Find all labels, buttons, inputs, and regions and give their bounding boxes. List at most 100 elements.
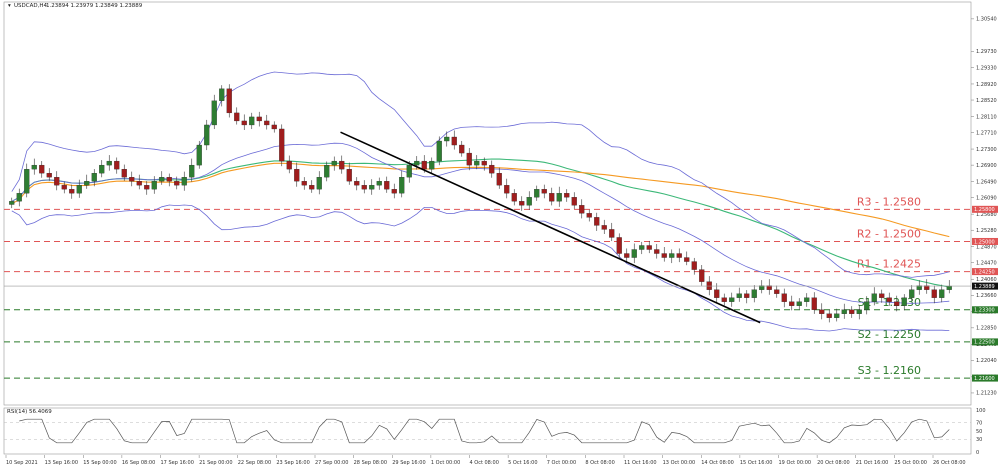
candle-body	[369, 185, 375, 190]
level-label: R2 - 1.2500	[857, 227, 921, 240]
y-tick-label: 1.24870	[976, 244, 997, 250]
level-tag-label: 1.25800	[974, 207, 995, 213]
x-tick-label: 25 Oct 00:00	[894, 460, 927, 466]
x-tick-label: 20 Oct 08:00	[817, 460, 850, 466]
x-tick-label: 13 Oct 00:00	[663, 460, 696, 466]
candle-body	[301, 181, 307, 186]
y-tick-label: 1.28920	[976, 82, 997, 88]
candle-body	[834, 313, 840, 318]
candle-body	[459, 144, 465, 154]
candle-body	[684, 257, 690, 262]
y-tick-label: 1.28520	[976, 98, 997, 104]
level-tag-label: 1.21600	[974, 376, 995, 382]
candle-body	[196, 144, 202, 166]
candle-body	[384, 181, 390, 190]
candle-body	[714, 289, 720, 298]
candle-body	[511, 193, 517, 202]
candle-body	[886, 297, 892, 302]
candle-body	[204, 124, 210, 146]
candle-body	[181, 177, 187, 186]
candle-body	[631, 249, 637, 258]
candle-body	[481, 160, 487, 166]
candle-body	[189, 164, 195, 178]
candle-body	[594, 217, 600, 226]
candle-body	[61, 185, 67, 190]
rsi-label: RSI(14) 56.4069	[7, 409, 52, 415]
candle-body	[939, 289, 945, 298]
x-axis-ticks: 10 Sep 2021 13 Sep 16:00 15 Sep 00:00 16 Se…	[5, 455, 966, 466]
candle-body	[691, 261, 697, 270]
candle-body	[579, 205, 585, 214]
candle-body	[309, 185, 315, 190]
candle-body	[339, 160, 345, 170]
dropdown-arrow-icon[interactable]: ▾	[8, 3, 11, 9]
candle-body	[24, 168, 30, 194]
candle-body	[729, 297, 735, 302]
candle-body	[376, 181, 382, 186]
rsi-tick-label: 100	[976, 408, 986, 414]
x-tick-label: 28 Sep 08:00	[354, 460, 387, 466]
rsi-plot-frame	[3, 407, 972, 455]
rsi-tick-label: 30	[976, 437, 982, 443]
candle-body	[99, 164, 105, 174]
candle-body	[871, 293, 877, 302]
x-tick-label: 21 Oct 16:00	[856, 460, 889, 466]
candle-body	[429, 160, 435, 170]
candle-body	[864, 301, 870, 310]
candle-body	[489, 164, 495, 174]
candle-body	[616, 237, 622, 254]
level-tag-label: 1.23300	[974, 308, 995, 314]
level-label: R3 - 1.2580	[857, 195, 921, 208]
x-tick-label: 19 Oct 00:00	[779, 460, 812, 466]
candle-body	[586, 213, 592, 218]
candle-body	[751, 289, 757, 298]
level-tag	[972, 205, 998, 213]
candle-body	[624, 253, 630, 258]
candle-body	[564, 193, 570, 198]
candle-body	[91, 173, 97, 182]
y-tick-label: 1.30540	[976, 17, 997, 23]
symbol-label: USDCAD,H4	[14, 3, 47, 9]
moving-average-slow	[11, 162, 950, 238]
candle-body	[654, 249, 660, 254]
candle-body	[166, 177, 172, 182]
candle-body	[849, 309, 855, 314]
candle-body	[129, 177, 135, 182]
candle-body	[324, 164, 330, 178]
candle-body	[916, 285, 922, 290]
candle-body	[331, 160, 337, 166]
candle-body	[421, 160, 427, 170]
y-tick-label: 1.26090	[976, 195, 997, 201]
candle-body	[391, 189, 397, 194]
candle-body	[759, 285, 765, 290]
x-tick-label: 14 Oct 08:00	[701, 460, 734, 466]
ohlc-label: 1.23894 1.23979 1.23849 1.23889	[46, 3, 143, 9]
candle-body	[856, 309, 862, 314]
level-tag-label: 1.22500	[974, 340, 995, 346]
candle-body	[661, 253, 667, 258]
x-tick-label: 27 Sep 00:00	[315, 460, 348, 466]
candle-body	[841, 309, 847, 314]
level-tag	[972, 306, 998, 314]
candle-body	[256, 116, 262, 122]
x-tick-label: 16 Sep 08:00	[122, 460, 155, 466]
candle-body	[909, 289, 915, 298]
candle-body	[264, 120, 270, 126]
candle-body	[174, 181, 180, 186]
y-tick-label: 1.27300	[976, 147, 997, 153]
candle-body	[781, 293, 787, 302]
candle-body	[676, 253, 682, 258]
candle-body	[706, 281, 712, 290]
y-tick-label: 1.25680	[976, 212, 997, 218]
candle-body	[39, 164, 45, 174]
candle-body	[924, 285, 930, 290]
candle-body	[279, 128, 285, 162]
candle-body	[226, 88, 232, 114]
rsi-series: 100 70 50 30 0	[4, 408, 986, 456]
level-tag-label: 1.24250	[974, 269, 995, 275]
candle-body	[744, 293, 750, 298]
candle-body	[541, 189, 547, 194]
candle-body	[901, 297, 907, 306]
